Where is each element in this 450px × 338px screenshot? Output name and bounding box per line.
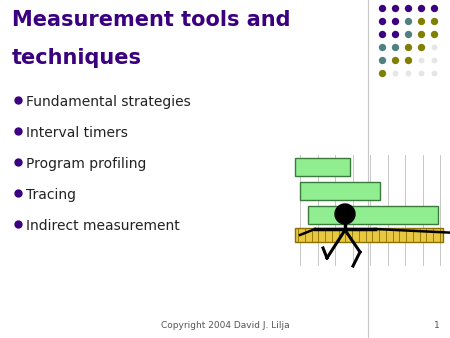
Point: [418, 57, 425, 63]
Point: [392, 44, 399, 50]
Point: [378, 70, 386, 76]
Point: [430, 44, 437, 50]
Point: [392, 57, 399, 63]
Point: [430, 31, 437, 37]
Text: Measurement tools and: Measurement tools and: [12, 10, 291, 30]
Text: Program profiling: Program profiling: [26, 157, 146, 171]
Point: [430, 70, 437, 76]
Point: [378, 31, 386, 37]
Point: [392, 31, 399, 37]
Text: Fundamental strategies: Fundamental strategies: [26, 95, 191, 109]
Point: [430, 5, 437, 11]
Text: Indirect measurement: Indirect measurement: [26, 219, 180, 233]
Point: [378, 18, 386, 24]
Point: [405, 44, 412, 50]
Point: [405, 5, 412, 11]
Point: [418, 70, 425, 76]
Point: [405, 70, 412, 76]
Point: [405, 57, 412, 63]
Point: [378, 5, 386, 11]
Point: [418, 5, 425, 11]
Point: [418, 31, 425, 37]
Point: [392, 18, 399, 24]
Point: [430, 18, 437, 24]
Circle shape: [335, 204, 355, 224]
Point: [405, 31, 412, 37]
Point: [378, 44, 386, 50]
Point: [418, 18, 425, 24]
Text: Tracing: Tracing: [26, 188, 76, 202]
Text: 1: 1: [434, 321, 440, 330]
Text: Interval timers: Interval timers: [26, 126, 128, 140]
Point: [430, 57, 437, 63]
Text: techniques: techniques: [12, 48, 142, 68]
Point: [418, 44, 425, 50]
FancyBboxPatch shape: [295, 228, 443, 242]
Point: [392, 70, 399, 76]
Point: [392, 5, 399, 11]
Text: Copyright 2004 David J. Lilja: Copyright 2004 David J. Lilja: [161, 321, 289, 330]
Point: [378, 57, 386, 63]
Point: [405, 18, 412, 24]
FancyBboxPatch shape: [300, 182, 380, 200]
FancyBboxPatch shape: [295, 158, 350, 176]
FancyBboxPatch shape: [308, 206, 438, 224]
